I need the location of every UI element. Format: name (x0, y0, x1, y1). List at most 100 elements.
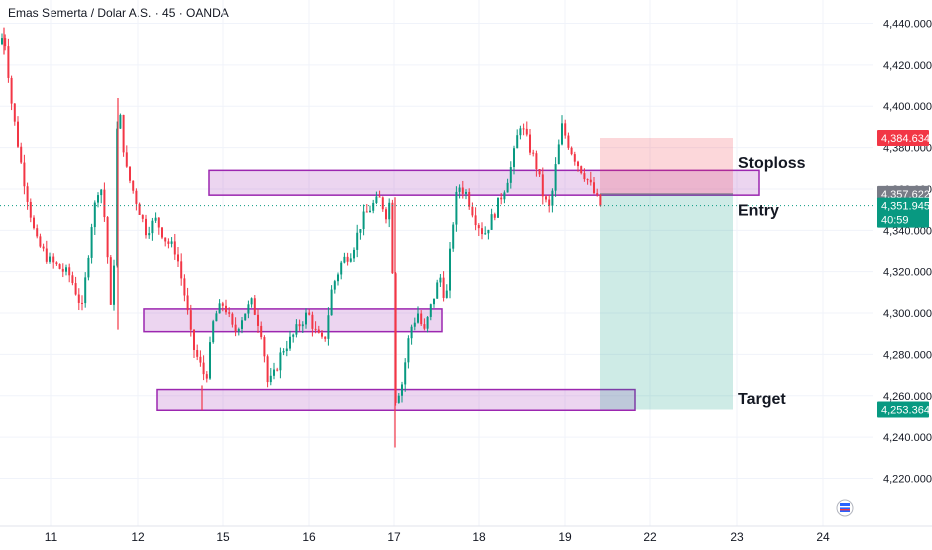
candle-body (257, 314, 259, 326)
candle-body (311, 314, 314, 329)
candle-body (519, 128, 522, 136)
candle-body (90, 227, 93, 258)
y-tick-label: 4,340.000 (883, 225, 932, 237)
candle-body (404, 362, 407, 385)
candle-body (228, 312, 231, 314)
candle-body (42, 246, 45, 249)
candle-body (570, 147, 573, 155)
resistance-zone (208, 169, 760, 196)
candle-body (170, 241, 173, 244)
candle-body (490, 214, 493, 230)
candle-body (23, 162, 26, 187)
candle-body (429, 304, 432, 317)
candle-body (458, 187, 461, 192)
candle-body (333, 281, 336, 290)
candle-body (138, 203, 141, 215)
candle-body (452, 224, 455, 249)
candle-body (167, 241, 170, 244)
candle-body (369, 210, 371, 213)
candle-body (436, 282, 439, 299)
candle-body (7, 46, 10, 78)
candle-body (465, 191, 467, 194)
candle-body (87, 257, 90, 278)
candle-body (343, 256, 346, 263)
candle-body (305, 312, 307, 325)
candle-body (122, 114, 125, 153)
candle-body (244, 313, 247, 321)
x-tick-label: 17 (387, 530, 401, 544)
candle-body (58, 264, 61, 269)
candle-body (561, 123, 563, 145)
candle-body (439, 277, 442, 283)
candle-body (132, 180, 135, 191)
x-tick-label: 11 (45, 530, 58, 544)
x-tick-label: 24 (816, 530, 830, 544)
candle-body (420, 313, 423, 325)
candle-body (509, 167, 512, 183)
candle-body (577, 161, 579, 167)
candle-body (221, 303, 224, 306)
candle-body (161, 227, 163, 238)
candle-body (586, 179, 589, 181)
candle-body (260, 325, 263, 338)
price-axis[interactable]: 4,440.0004,420.0004,400.0004,380.0004,36… (883, 19, 932, 486)
candle-body (100, 189, 103, 196)
candle-body (468, 191, 471, 207)
candle-body (81, 302, 83, 304)
candle-body (273, 369, 275, 376)
candle-body (119, 114, 122, 129)
target-label: Target (738, 391, 786, 408)
candle-body (129, 166, 131, 181)
candle-body (557, 144, 560, 165)
candle-body (417, 313, 419, 323)
candle-body (407, 338, 410, 363)
candle-body (356, 232, 359, 250)
candle-body (193, 329, 195, 350)
candle-body (327, 315, 330, 339)
candle-body (589, 179, 592, 183)
candle-body (164, 237, 167, 242)
candle-body (276, 369, 279, 371)
candle-body (173, 241, 176, 255)
annotations-layer: Stoploss Entry Target (738, 155, 806, 408)
position-tool[interactable] (600, 138, 733, 410)
candle-body (535, 153, 538, 170)
candle-body (180, 261, 183, 279)
candle-body (71, 275, 74, 284)
candle-body (253, 298, 256, 315)
candle-body (145, 218, 147, 236)
stoploss-price: 4,384.634 (881, 133, 930, 145)
candle-body (106, 217, 109, 258)
x-tick-label: 22 (643, 530, 657, 544)
candle-body (548, 199, 551, 206)
candle-body (337, 274, 339, 282)
candle-body (157, 217, 160, 228)
candle-body (378, 196, 381, 198)
candle-body (397, 395, 400, 403)
candle-body (55, 262, 58, 265)
candle-body (154, 217, 157, 221)
y-tick-label: 4,220.000 (883, 474, 932, 486)
candle-body (209, 342, 211, 379)
y-tick-label: 4,400.000 (883, 101, 932, 113)
candle-body (241, 320, 243, 329)
flag-icon[interactable] (836, 499, 854, 517)
time-axis[interactable]: 11 12 15 16 17 18 19 22 23 24 (45, 530, 830, 544)
candle-body (218, 303, 221, 314)
candle-body (20, 146, 23, 163)
candle-body (135, 190, 138, 204)
candle-body (471, 206, 474, 216)
grid (0, 0, 932, 527)
target-price-bg (877, 401, 929, 418)
candle-body (29, 201, 32, 218)
entry-label: Entry (738, 203, 779, 220)
candle-body (583, 173, 586, 180)
candle-body (538, 169, 541, 175)
candle-body (340, 262, 343, 275)
candle-body (1, 38, 3, 45)
y-tick-label: 4,320.000 (883, 267, 932, 279)
candle-body (385, 209, 387, 220)
candle-body (279, 352, 282, 371)
candle-body (282, 351, 285, 353)
